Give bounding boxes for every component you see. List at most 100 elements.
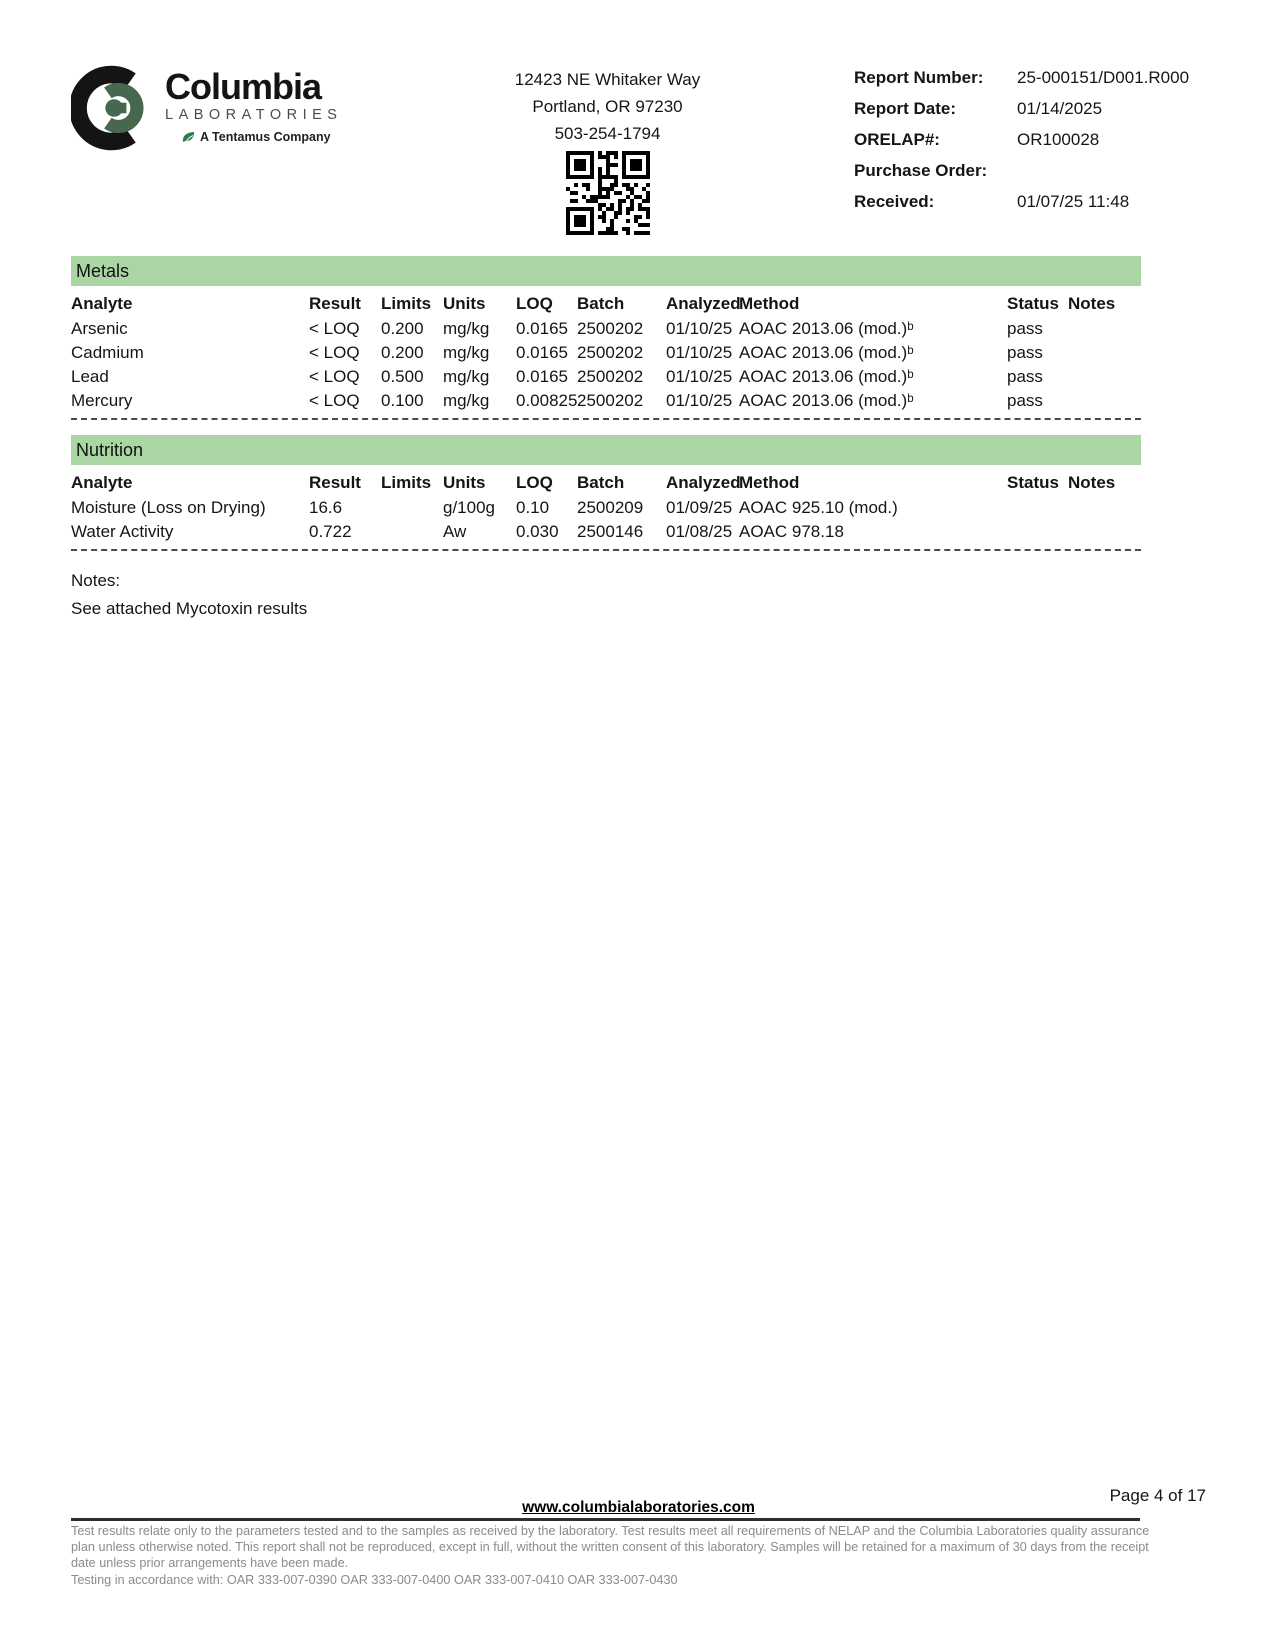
result-cell: < LOQ (309, 367, 360, 386)
method-cell: AOAC 2013.06 (mod.)ᵇ (739, 319, 914, 338)
metals-rows: Arsenic < LOQ 0.200 mg/kg 0.0165 2500202… (71, 317, 1141, 413)
column-header-units: Units (443, 294, 486, 313)
report-date-label: Report Date: (854, 99, 957, 118)
limits-cell (381, 520, 443, 544)
website-link[interactable]: www.columbialaboratories.com (522, 1499, 755, 1516)
column-header-batch: Batch (577, 473, 625, 492)
status-cell: pass (1007, 391, 1043, 410)
analyte-cell: Arsenic (71, 319, 128, 338)
column-header-limits: Limits (381, 294, 432, 313)
purchase-order-value (1017, 160, 1206, 181)
units-cell: Aw (443, 522, 467, 541)
column-header-loq: LOQ (516, 294, 553, 313)
limits-cell (381, 496, 443, 520)
notes-cell (1068, 341, 1141, 365)
batch-cell: 2500146 (577, 522, 644, 541)
status-cell: pass (1007, 319, 1043, 338)
column-header-analyte: Analyte (71, 473, 133, 492)
limits-cell: 0.200 (381, 319, 424, 338)
column-header-analyzed: Analyzed (666, 294, 741, 313)
column-header-status: Status (1007, 294, 1059, 313)
table-row: Lead < LOQ 0.500 mg/kg 0.0165 2500202 01… (71, 365, 1141, 389)
table-row: Cadmium < LOQ 0.200 mg/kg 0.0165 2500202… (71, 341, 1141, 365)
status-cell: pass (1007, 343, 1043, 362)
report-number-label: Report Number: (854, 68, 984, 87)
report-date-value: 01/14/2025 (1017, 99, 1103, 118)
column-header-analyte: Analyte (71, 294, 133, 313)
orelap-value: OR100028 (1017, 130, 1100, 149)
notes-cell (1068, 496, 1141, 520)
qr-code-wrap (361, 151, 854, 240)
units-cell: g/100g (443, 498, 495, 517)
result-cell: < LOQ (309, 391, 360, 410)
loq-cell: 0.0165 (516, 319, 568, 338)
table-row: Mercury < LOQ 0.100 mg/kg 0.00825 250020… (71, 389, 1141, 413)
address-line-2: Portland, OR 97230 (532, 97, 683, 116)
limits-cell: 0.100 (381, 391, 424, 410)
nutrition-header-row: Analyte Result Limits Units LOQ Batch Analyzed… (71, 465, 1141, 496)
batch-cell: 2500202 (577, 343, 644, 362)
units-cell: mg/kg (443, 367, 490, 386)
status-cell: pass (1007, 367, 1043, 386)
analyte-cell: Lead (71, 367, 109, 386)
loq-cell: 0.00825 (516, 391, 577, 410)
method-cell: AOAC 2013.06 (mod.)ᵇ (739, 367, 914, 386)
result-cell: < LOQ (309, 343, 360, 362)
analyte-cell: Moisture (Loss on Drying) (71, 498, 266, 517)
method-cell: AOAC 978.18 (739, 522, 844, 541)
qr-code (565, 151, 650, 235)
status-cell (1007, 496, 1068, 520)
report-header: Columbia LABORATORIES A Tentamus Company… (0, 0, 1275, 240)
analyzed-cell: 01/09/25 (666, 498, 733, 517)
columbia-logo-icon (71, 65, 144, 151)
metals-table: Analyte Result Limits Units LOQ Batch Analyzed… (71, 286, 1141, 413)
nutrition-rows: Moisture (Loss on Drying) 16.6 g/100g 0.… (71, 496, 1141, 544)
metals-table-wrap: Analyte Result Limits Units LOQ Batch Analyzed… (71, 286, 1141, 420)
analyzed-cell: 01/08/25 (666, 522, 733, 541)
analyzed-cell: 01/10/25 (666, 391, 733, 410)
footer-rule (71, 1518, 1140, 1521)
logo-tagline: A Tentamus Company (165, 130, 342, 144)
method-cell: AOAC 925.10 (mod.) (739, 498, 898, 517)
units-cell: mg/kg (443, 319, 490, 338)
status-cell (1007, 520, 1068, 544)
logo-sub: LABORATORIES (165, 107, 343, 123)
column-header-status: Status (1007, 473, 1059, 492)
analyzed-cell: 01/10/25 (666, 343, 733, 362)
column-header-notes: Notes (1068, 473, 1116, 492)
logo-brand: Columbia (165, 66, 322, 107)
batch-cell: 2500202 (577, 367, 644, 386)
footer-accordance: Testing in accordance with: OAR 333-007-… (71, 1572, 678, 1587)
table-row: Moisture (Loss on Drying) 16.6 g/100g 0.… (71, 496, 1141, 520)
lab-address-block: 12423 NE Whitaker Way Portland, OR 97230… (361, 64, 854, 240)
report-footer: Page 4 of 17 www.columbialaboratories.co… (71, 1486, 1206, 1589)
column-header-analyzed: Analyzed (666, 473, 741, 492)
analyzed-cell: 01/10/25 (666, 319, 733, 338)
purchase-order-label: Purchase Order: (854, 161, 988, 180)
result-cell: 16.6 (309, 498, 343, 517)
column-header-method: Method (739, 473, 800, 492)
report-meta: Report Number: 25-000151/D001.R000 Repor… (854, 64, 1206, 212)
address-phone: 503-254-1794 (554, 124, 661, 143)
result-cell: < LOQ (309, 319, 360, 338)
batch-cell: 2500202 (577, 391, 644, 410)
column-header-notes: Notes (1068, 294, 1116, 313)
received-label: Received: (854, 192, 935, 211)
column-header-limits: Limits (381, 473, 432, 492)
method-cell: AOAC 2013.06 (mod.)ᵇ (739, 343, 914, 362)
logo-text: Columbia LABORATORIES A Tentamus Company (165, 64, 343, 145)
column-header-result: Result (309, 473, 361, 492)
tentamus-leaf-icon (182, 131, 195, 143)
loq-cell: 0.0165 (516, 367, 568, 386)
loq-cell: 0.0165 (516, 343, 568, 362)
limits-cell: 0.200 (381, 343, 424, 362)
footer-disclaimer: Test results relate only to the paramete… (71, 1524, 1150, 1570)
address-line-1: 12423 NE Whitaker Way (514, 70, 701, 89)
analyte-cell: Mercury (71, 391, 133, 410)
notes-section: Notes: See attached Mycotoxin results (71, 571, 1204, 619)
notes-heading: Notes: (71, 571, 121, 590)
notes-cell (1068, 365, 1141, 389)
notes-cell (1068, 317, 1141, 341)
metals-header-row: Analyte Result Limits Units LOQ Batch Analyzed… (71, 286, 1141, 317)
